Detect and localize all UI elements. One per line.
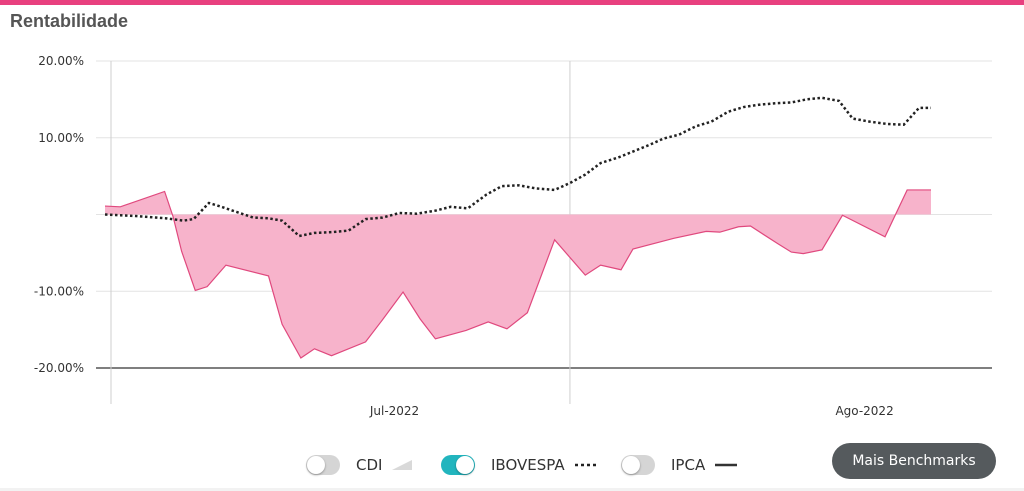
ipca-label: IPCA [671,456,706,474]
page-title: Rentabilidade [10,11,129,31]
ibovespa-toggle[interactable] [441,455,475,475]
legend: CDI IBOVESPA IPCA [0,452,1024,478]
y-axis-labels: 20.00% 10.00% -10.00% -20.00% [34,54,84,375]
fund-area-fill [105,189,931,359]
y-tick-label-3: -20.00% [34,361,84,375]
cdi-toggle[interactable] [306,455,340,475]
y-tick-label-0: 20.00% [38,54,84,68]
fund-area-series [104,189,931,359]
cdi-label: CDI [356,456,383,474]
x-axis-labels: Jul-2022 Ago-2022 [369,404,894,418]
toggle-knob [622,456,640,474]
x-tick-label-1: Ago-2022 [835,404,893,418]
legend-item-ipca[interactable]: IPCA [621,452,739,478]
fund-area-line [104,189,931,359]
bottom-divider [0,488,1024,491]
ibovespa-label: IBOVESPA [491,456,565,474]
area-swatch-icon [392,460,413,470]
ipca-toggle[interactable] [621,455,655,475]
toggle-knob [307,456,325,474]
top-accent-bar [0,0,1024,5]
y-tick-label-2: -10.00% [34,284,84,298]
legend-item-ibovespa[interactable]: IBOVESPA [441,452,599,478]
toggle-knob [456,456,474,474]
rentabilidade-chart: 20.00% 10.00% -10.00% -20.00% Jul-2022 Ago-2… [34,54,992,418]
mais-benchmarks-button[interactable]: Mais Benchmarks [832,443,996,479]
legend-item-cdi[interactable]: CDI [306,452,414,478]
dotted-line-swatch-icon [574,463,597,467]
solid-line-swatch-icon [715,463,738,467]
x-tick-label-0: Jul-2022 [369,404,419,418]
y-tick-label-1: 10.00% [38,131,84,145]
